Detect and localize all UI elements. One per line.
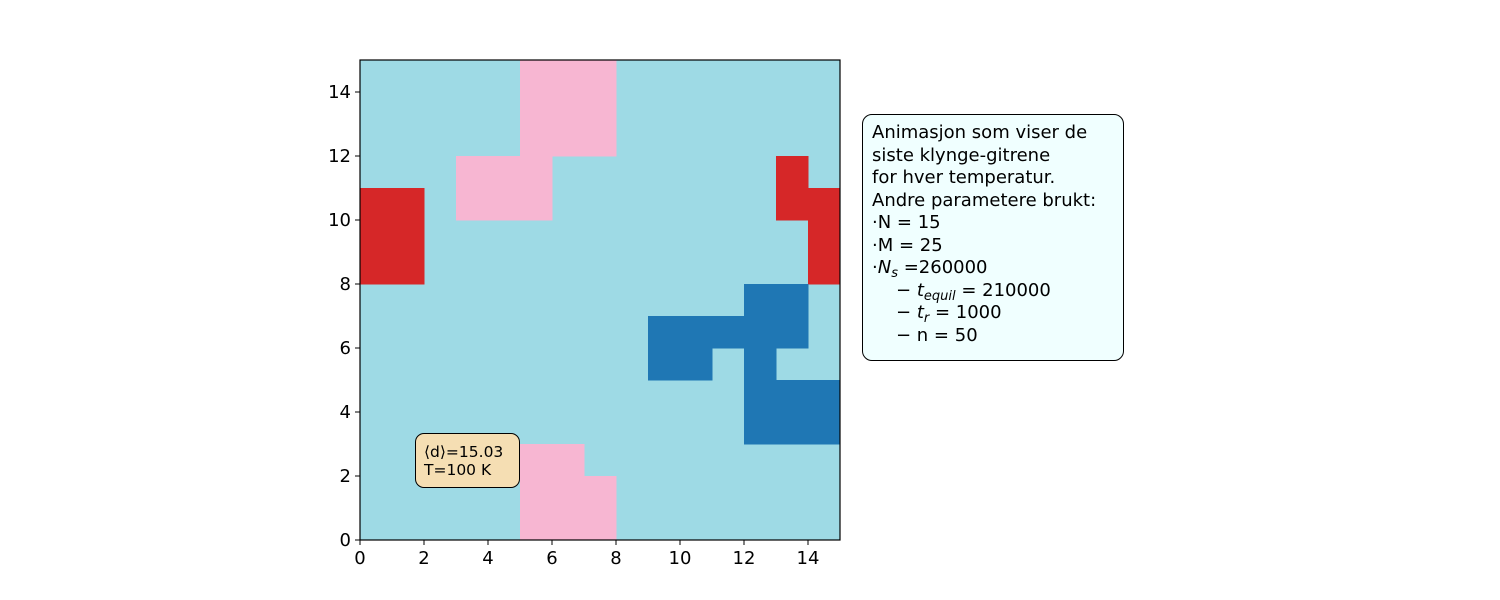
cluster-2-cell (776, 284, 809, 317)
cluster-2-cell (680, 348, 713, 381)
cluster-0-cell (456, 156, 489, 189)
cluster-0-cell (520, 156, 553, 189)
cluster-3-cell (520, 508, 553, 541)
params-line-3: for hver temperatur. (872, 167, 1056, 188)
cluster-1-cell (392, 220, 425, 253)
params-line-4: Andre parametere brukt: (872, 189, 1097, 211)
cluster-0-cell (584, 124, 617, 157)
param-n-steps: − n = 50 (896, 324, 978, 346)
cluster-1-cell (360, 252, 393, 285)
params-line-2: siste klynge-gitrene (872, 144, 1051, 166)
cluster-2-cell (744, 284, 777, 317)
param-t-equil: − tequil = 210000 (896, 279, 1051, 304)
param-ns: ·Ns =260000 (872, 257, 988, 281)
cluster-0-cell (456, 188, 489, 221)
param-t-r: − tr = 1000 (896, 302, 1002, 326)
x-tick-label: 14 (797, 548, 820, 569)
cluster-1-cell (776, 156, 809, 189)
cluster-0-cell (488, 156, 521, 189)
x-tick-label: 4 (482, 548, 493, 569)
cluster-1-cell (392, 188, 425, 221)
cluster-0-cell (584, 92, 617, 125)
cluster-1-cell (776, 188, 809, 221)
cluster-0-cell (520, 124, 553, 157)
cluster-1-cell (808, 252, 841, 285)
x-tick-label: 10 (669, 548, 692, 569)
cluster-3-cell (552, 508, 585, 541)
cluster-0-cell (552, 124, 585, 157)
parameters-box: Animasjon som viser de siste klynge-gitr… (862, 114, 1124, 361)
x-tick-label: 0 (354, 548, 365, 569)
cluster-2-cell (744, 380, 777, 413)
y-tick-label: 12 (328, 146, 351, 167)
cluster-2-cell (648, 348, 681, 381)
cluster-1-cell (392, 252, 425, 285)
temperature-label: T=100 K (424, 461, 492, 479)
cluster-2-cell (808, 412, 841, 445)
cluster-1-cell (360, 220, 393, 253)
cluster-0-cell (520, 92, 553, 125)
cluster-2-cell (712, 316, 745, 349)
cluster-2-cell (680, 316, 713, 349)
cluster-0-cell (552, 60, 585, 93)
cluster-cells (360, 60, 841, 541)
cluster-2-cell (776, 380, 809, 413)
cluster-2-cell (648, 316, 681, 349)
cluster-3-cell (520, 476, 553, 509)
y-axis-ticks: 0 2 4 6 8 10 12 14 (328, 82, 360, 551)
cluster-3-cell (584, 508, 617, 541)
mean-distance-label: ⟨d⟩=15.03 (424, 443, 504, 461)
cluster-0-cell (488, 188, 521, 221)
cluster-1-cell (360, 188, 393, 221)
cluster-2-cell (776, 316, 809, 349)
cluster-3-cell (584, 476, 617, 509)
x-axis-ticks: 0 2 4 6 8 10 12 14 (354, 540, 819, 569)
x-tick-label: 6 (546, 548, 557, 569)
cluster-2-cell (744, 348, 777, 381)
cluster-3-cell (552, 476, 585, 509)
cluster-1-cell (808, 188, 841, 221)
x-tick-label: 2 (418, 548, 429, 569)
cluster-2-cell (776, 412, 809, 445)
param-n: ·N = 15 (872, 212, 941, 233)
cluster-3-cell (552, 444, 585, 477)
cluster-0-cell (552, 92, 585, 125)
stats-annotation-box: ⟨d⟩=15.03 T=100 K (415, 433, 520, 488)
y-tick-label: 10 (328, 210, 351, 231)
cluster-0-cell (520, 188, 553, 221)
cluster-0-cell (520, 60, 553, 93)
y-tick-label: 2 (340, 466, 351, 487)
y-tick-label: 6 (340, 338, 351, 359)
y-tick-label: 14 (328, 82, 351, 103)
cluster-1-cell (808, 220, 841, 253)
params-line-1: Animasjon som viser de (872, 122, 1088, 143)
plot-frame (359, 59, 841, 541)
cluster-2-cell (808, 380, 841, 413)
x-tick-label: 8 (610, 548, 621, 569)
param-m: ·M = 25 (872, 234, 943, 256)
cluster-2-cell (744, 316, 777, 349)
y-tick-label: 4 (340, 402, 351, 423)
y-tick-label: 0 (340, 530, 351, 551)
cluster-0-cell (584, 60, 617, 93)
y-tick-label: 8 (340, 274, 351, 295)
x-tick-label: 12 (733, 548, 756, 569)
cluster-2-cell (744, 412, 777, 445)
cluster-3-cell (520, 444, 553, 477)
